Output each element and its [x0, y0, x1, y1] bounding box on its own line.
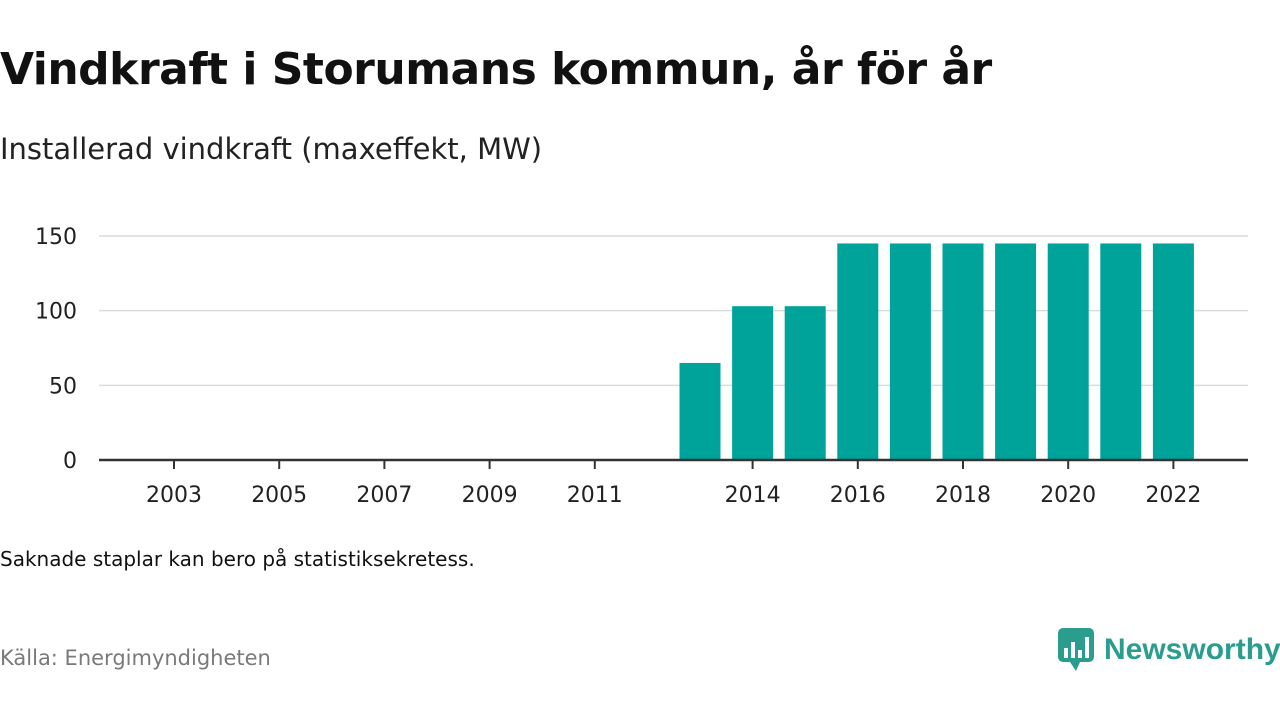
y-tick-label: 100 [35, 300, 77, 325]
chart-subtitle: Installerad vindkraft (maxeffekt, MW) [0, 132, 543, 166]
newsworthy-logo: Newsworthy [1058, 626, 1280, 674]
bar-2017 [889, 243, 931, 460]
bar-chart: 0 50 100 150 2003 2005 2007 2009 2011 2014 2016 201… [35, 225, 1248, 508]
x-tick-label: 2003 [146, 483, 202, 508]
missing-bars-note: Saknade staplar kan bero på statistiksek… [0, 547, 475, 571]
source-label: Källa: Energimyndigheten [0, 646, 271, 670]
x-tick-label: 2007 [356, 483, 412, 508]
bar-2014 [732, 306, 774, 460]
x-tick-label: 2014 [725, 483, 781, 508]
x-tick-label: 2005 [251, 483, 307, 508]
bar-2021 [1100, 243, 1142, 460]
bar-2020 [1047, 243, 1089, 460]
bar-2016 [837, 243, 879, 460]
x-tick-label: 2020 [1040, 483, 1096, 508]
bar-2018 [942, 243, 984, 460]
x-tick-label: 2009 [462, 483, 518, 508]
bar-2022 [1152, 243, 1194, 460]
x-tick-label: 2018 [935, 483, 991, 508]
newsworthy-chart-bubble-icon [1058, 628, 1094, 671]
x-tick-label: 2011 [567, 483, 623, 508]
bars [679, 243, 1194, 460]
y-tick-label: 50 [49, 374, 77, 399]
bar-2015 [784, 306, 826, 460]
chart-title: Vindkraft i Storumans kommun, år för år [0, 44, 992, 95]
x-tick-label: 2016 [830, 483, 886, 508]
axes: 0 50 100 150 2003 2005 2007 2009 2011 2014 2016 201… [35, 225, 1248, 508]
bar-2019 [995, 243, 1037, 460]
x-tick-label: 2022 [1145, 483, 1201, 508]
bar-2013 [679, 362, 721, 460]
brand-name: Newsworthy [1104, 633, 1280, 666]
y-tick-label: 150 [35, 225, 77, 250]
y-tick-label: 0 [63, 449, 77, 474]
